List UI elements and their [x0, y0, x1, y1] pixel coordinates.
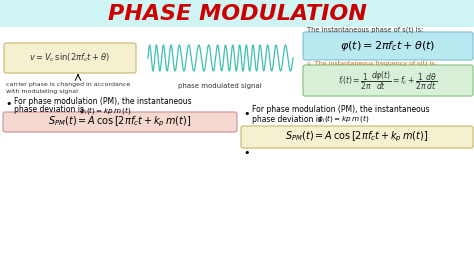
Text: •: •: [243, 148, 249, 158]
FancyBboxPatch shape: [3, 112, 237, 132]
Text: phase deviation is: phase deviation is: [252, 114, 322, 123]
Text: phase deviation is: phase deviation is: [14, 106, 84, 114]
Text: $S_{PM}(t) = A\,\cos\left[2\pi f_c t + k_p\,m(t)\right]$: $S_{PM}(t) = A\,\cos\left[2\pi f_c t + k…: [285, 130, 428, 144]
Text: phase modulated signal: phase modulated signal: [178, 83, 262, 89]
Text: $S_{PM}(t) = A\,\cos\left[2\pi f_c t + k_p\,m(t)\right]$: $S_{PM}(t) = A\,\cos\left[2\pi f_c t + k…: [48, 115, 191, 129]
Text: PHASE MODULATION: PHASE MODULATION: [108, 4, 366, 24]
Text: The instantaneous phase of s(t) is:: The instantaneous phase of s(t) is:: [307, 27, 423, 33]
FancyBboxPatch shape: [4, 43, 136, 73]
FancyBboxPatch shape: [241, 126, 473, 148]
FancyBboxPatch shape: [303, 32, 473, 60]
Text: For phase modulation (PM), the instantaneous: For phase modulation (PM), the instantan…: [14, 97, 191, 106]
Text: $f_i(t) = \dfrac{1}{2\pi}\dfrac{d\varphi(t)}{dt} = f_c + \dfrac{1}{2\pi}\dfrac{d: $f_i(t) = \dfrac{1}{2\pi}\dfrac{d\varphi…: [338, 70, 438, 92]
Text: •: •: [5, 99, 11, 109]
Text: •: •: [243, 109, 249, 119]
Text: $v = V_c\,\sin(2\pi f_c t + \theta)$: $v = V_c\,\sin(2\pi f_c t + \theta)$: [29, 52, 110, 64]
Text: carrier phase is changed in accordance
with modulating signal: carrier phase is changed in accordance w…: [6, 82, 130, 94]
FancyBboxPatch shape: [0, 0, 474, 27]
Text: $\phi_i(t) = kp\,m\,(t)$: $\phi_i(t) = kp\,m\,(t)$: [75, 105, 131, 115]
Text: $\phi_i(t) = kp\,m\,(t)$: $\phi_i(t) = kp\,m\,(t)$: [313, 114, 369, 124]
Text: For phase modulation (PM), the instantaneous: For phase modulation (PM), the instantan…: [252, 106, 429, 114]
Text: $\varphi(t) = 2\pi f_c t + \theta(t)$: $\varphi(t) = 2\pi f_c t + \theta(t)$: [340, 39, 436, 53]
FancyBboxPatch shape: [303, 65, 473, 96]
Text: o  The instantaneous frequency of s(t) is:: o The instantaneous frequency of s(t) is…: [307, 60, 437, 65]
